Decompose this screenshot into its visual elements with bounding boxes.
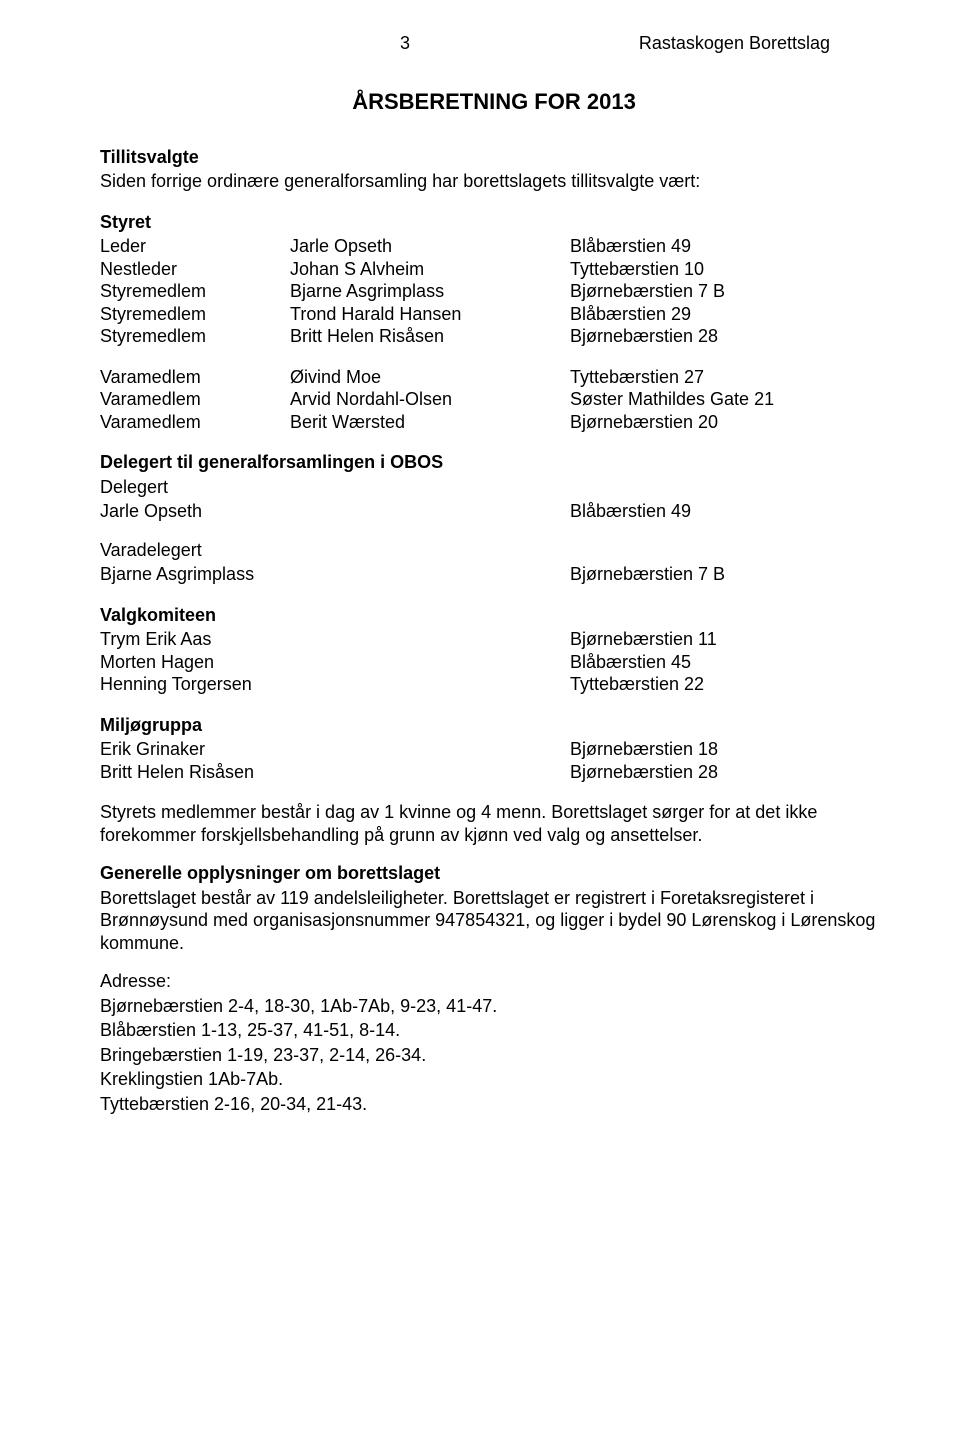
role: Styremedlem: [100, 280, 290, 303]
person-name: Morten Hagen: [100, 651, 570, 674]
person-name: Øivind Moe: [290, 366, 570, 389]
person-name: Trym Erik Aas: [100, 628, 570, 651]
miljogruppa-heading: Miljøgruppa: [100, 714, 888, 737]
document-page: 3 Rastaskogen Borettslag ÅRSBERETNING FO…: [0, 0, 960, 1432]
person-name: Berit Wærsted: [290, 411, 570, 434]
address: Blåbærstien 29: [570, 303, 888, 326]
address: Bjørnebærstien 18: [570, 738, 888, 761]
table-row: Bjarne Asgrimplass Bjørnebærstien 7 B: [100, 563, 888, 586]
person-name: Johan S Alvheim: [290, 258, 570, 281]
address-line: Bringebærstien 1-19, 23-37, 2-14, 26-34.: [100, 1044, 888, 1067]
table-row: Varamedlem Øivind Moe Tyttebærstien 27: [100, 366, 888, 389]
address-line: Blåbærstien 1-13, 25-37, 41-51, 8-14.: [100, 1019, 888, 1042]
address: Blåbærstien 49: [570, 500, 888, 523]
tillitsvalgte-intro: Siden forrige ordinære generalforsamling…: [100, 170, 888, 193]
document-title: ÅRSBERETNING FOR 2013: [100, 88, 888, 116]
delegert-block: Delegert til generalforsamlingen i OBOS …: [100, 451, 888, 586]
role: Varamedlem: [100, 388, 290, 411]
person-name: Henning Torgersen: [100, 673, 570, 696]
valgkomiteen-block: Valgkomiteen Trym Erik Aas Bjørnebærstie…: [100, 604, 888, 696]
valgkomiteen-heading: Valgkomiteen: [100, 604, 888, 627]
table-row: Styremedlem Trond Harald Hansen Blåbærst…: [100, 303, 888, 326]
address: Bjørnebærstien 20: [570, 411, 888, 434]
address: Tyttebærstien 10: [570, 258, 888, 281]
table-row: Leder Jarle Opseth Blåbærstien 49: [100, 235, 888, 258]
table-row: Trym Erik Aas Bjørnebærstien 11: [100, 628, 888, 651]
table-row: Styremedlem Bjarne Asgrimplass Bjørnebær…: [100, 280, 888, 303]
person-name: Jarle Opseth: [290, 235, 570, 258]
adresse-heading: Adresse:: [100, 970, 888, 993]
miljogruppa-block: Miljøgruppa Erik Grinaker Bjørnebærstien…: [100, 714, 888, 784]
org-name: Rastaskogen Borettslag: [639, 32, 830, 55]
person-name: Bjarne Asgrimplass: [290, 280, 570, 303]
person-name: Erik Grinaker: [100, 738, 570, 761]
varamedlem-block: Varamedlem Øivind Moe Tyttebærstien 27 V…: [100, 366, 888, 434]
table-row: Jarle Opseth Blåbærstien 49: [100, 500, 888, 523]
table-row: Varamedlem Berit Wærsted Bjørnebærstien …: [100, 411, 888, 434]
person-name: Arvid Nordahl-Olsen: [290, 388, 570, 411]
role: Varamedlem: [100, 366, 290, 389]
address-line: Kreklingstien 1Ab-7Ab.: [100, 1068, 888, 1091]
address: Blåbærstien 49: [570, 235, 888, 258]
table-row: Morten Hagen Blåbærstien 45: [100, 651, 888, 674]
section-tillitsvalgte-heading: Tillitsvalgte: [100, 146, 888, 169]
board-composition-paragraph: Styrets medlemmer består i dag av 1 kvin…: [100, 801, 888, 846]
address: Tyttebærstien 22: [570, 673, 888, 696]
role: Varamedlem: [100, 411, 290, 434]
table-row: Henning Torgersen Tyttebærstien 22: [100, 673, 888, 696]
address: Bjørnebærstien 7 B: [570, 563, 888, 586]
generelle-text: Borettslaget består av 119 andelsleiligh…: [100, 887, 888, 955]
person-name: Trond Harald Hansen: [290, 303, 570, 326]
table-row: Erik Grinaker Bjørnebærstien 18: [100, 738, 888, 761]
role: Styremedlem: [100, 325, 290, 348]
address: Blåbærstien 45: [570, 651, 888, 674]
varadelegert-sub: Varadelegert: [100, 539, 888, 562]
address: Bjørnebærstien 28: [570, 325, 888, 348]
person-name: Jarle Opseth: [100, 500, 570, 523]
address: Tyttebærstien 27: [570, 366, 888, 389]
role: Leder: [100, 235, 290, 258]
styret-heading: Styret: [100, 211, 888, 234]
page-number: 3: [400, 32, 410, 55]
table-row: Britt Helen Risåsen Bjørnebærstien 28: [100, 761, 888, 784]
table-row: Styremedlem Britt Helen Risåsen Bjørnebæ…: [100, 325, 888, 348]
address: Bjørnebærstien 11: [570, 628, 888, 651]
address: Bjørnebærstien 28: [570, 761, 888, 784]
person-name: Britt Helen Risåsen: [100, 761, 570, 784]
generelle-heading: Generelle opplysninger om borettslaget: [100, 862, 888, 885]
styret-block: Styret Leder Jarle Opseth Blåbærstien 49…: [100, 211, 888, 348]
table-row: Nestleder Johan S Alvheim Tyttebærstien …: [100, 258, 888, 281]
role: Styremedlem: [100, 303, 290, 326]
person-name: Britt Helen Risåsen: [290, 325, 570, 348]
address: Bjørnebærstien 7 B: [570, 280, 888, 303]
table-row: Varamedlem Arvid Nordahl-Olsen Søster Ma…: [100, 388, 888, 411]
person-name: Bjarne Asgrimplass: [100, 563, 570, 586]
delegert-heading: Delegert til generalforsamlingen i OBOS: [100, 451, 888, 474]
address: Søster Mathildes Gate 21: [570, 388, 888, 411]
delegert-sub: Delegert: [100, 476, 888, 499]
address-line: Bjørnebærstien 2-4, 18-30, 1Ab-7Ab, 9-23…: [100, 995, 888, 1018]
address-line: Tyttebærstien 2-16, 20-34, 21-43.: [100, 1093, 888, 1116]
role: Nestleder: [100, 258, 290, 281]
